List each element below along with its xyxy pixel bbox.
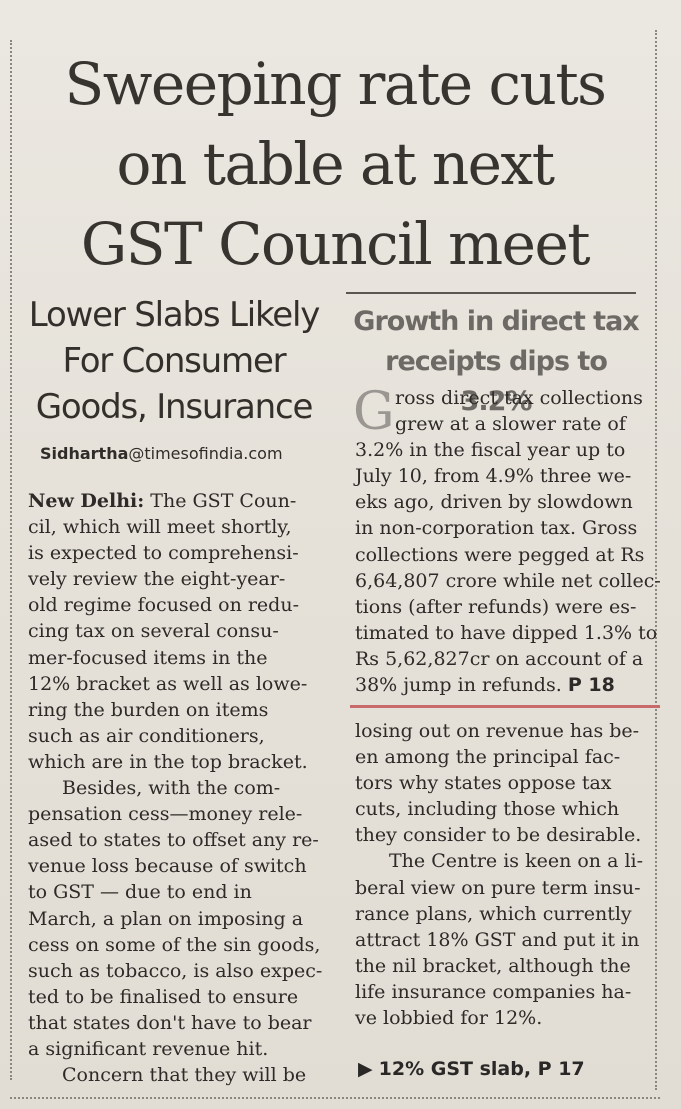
article-line: pensation cess—money rele- <box>28 803 303 826</box>
box-line: grew at a slower rate of <box>395 413 626 436</box>
box-headline: Growth in direct tax receipts dips to 3.… <box>346 302 646 422</box>
article-line: the nil bracket, although the <box>355 954 631 977</box>
article-column-right: losing out on revenue has be- en among t… <box>355 718 643 1031</box>
article-line: cing tax on several consu- <box>28 620 279 643</box>
box-line: eks ago, driven by slowdown <box>355 491 633 514</box>
article-column-left: New Delhi: The GST Coun- cil, which will… <box>28 488 322 1088</box>
article-line: ted to be finalised to ensure <box>28 985 299 1008</box>
box-line: Rs 5,62,827cr on account of a <box>355 647 644 670</box>
continued-jump-line: ▶ 12% GST slab, P 17 <box>358 1058 585 1080</box>
article-line: old regime focused on redu- <box>28 594 299 617</box>
dotted-cut-border-bottom <box>10 1097 660 1099</box>
play-arrow-icon: ▶ <box>358 1058 373 1080</box>
article-line: that states don't have to bear <box>28 1011 312 1034</box>
article-line: which are in the top bracket. <box>28 750 308 773</box>
article-line: 12% bracket as well as lowe- <box>28 672 308 695</box>
byline-domain: @timesofindia.com <box>128 444 283 463</box>
drop-cap: G <box>353 382 395 442</box>
subheadline: Lower Slabs Likely For Consumer Goods, I… <box>24 292 324 430</box>
subheadline-line: For Consumer <box>62 341 287 381</box>
article-line: rance plans, which currently <box>355 902 632 925</box>
article-line: venue loss because of switch <box>28 855 307 878</box>
byline-name: Sidhartha <box>40 444 129 463</box>
jump-text: 12% GST slab, P 17 <box>378 1058 585 1080</box>
headline-line: Sweeping rate cuts <box>64 50 607 118</box>
article-line: is expected to comprehensi- <box>28 542 299 565</box>
headline-line: GST Council meet <box>80 210 591 278</box>
article-line: vely review the eight-year- <box>28 568 286 591</box>
article-line: ased to states to offset any re- <box>28 829 319 852</box>
box-line: July 10, from 4.9% three we- <box>355 465 632 488</box>
article-line: en among the principal fac- <box>355 746 621 769</box>
article-line: losing out on revenue has be- <box>355 720 640 742</box>
article-line: cuts, including those which <box>355 798 620 821</box>
article-line: they consider to be desirable. <box>355 824 642 847</box>
box-headline-line: Growth in direct tax <box>353 306 639 337</box>
article-line: beral view on pure term insu- <box>355 876 641 899</box>
article-line: a significant revenue hit. <box>28 1037 269 1060</box>
box-line: 6,64,807 crore while net collec- <box>355 569 661 592</box>
box-line: timated to have dipped 1.3% to <box>355 621 658 644</box>
box-line: 3.2% in the fiscal year up to <box>355 439 626 462</box>
article-line: life insurance companies ha- <box>355 980 632 1003</box>
headline-line: on table at next <box>116 130 555 198</box>
article-line: cil, which will meet shortly, <box>28 516 292 539</box>
article-line: tors why states oppose tax <box>355 772 612 795</box>
headline: Sweeping rate cuts on table at next GST … <box>20 44 650 284</box>
box-headline-line: receipts dips to 3.2% <box>385 346 608 417</box>
box-article: ross direct tax collections grew at a sl… <box>355 385 661 698</box>
box-line: 38% jump in refunds. P 18 <box>355 674 615 697</box>
byline: Sidhartha@timesofindia.com <box>40 444 330 463</box>
article-line: attract 18% GST and put it in <box>355 928 640 951</box>
article-line: ring the burden on items <box>28 698 269 721</box>
box-line: ross direct tax collections <box>395 387 643 409</box>
article-line: ve lobbied for 12%. <box>355 1007 543 1030</box>
article-line: to GST — due to end in <box>28 881 252 904</box>
article-line: such as tobacco, is also expec- <box>28 959 323 982</box>
box-top-rule <box>346 292 636 294</box>
subheadline-line: Goods, Insurance <box>35 387 314 427</box>
subheadline-line: Lower Slabs Likely <box>28 295 321 335</box>
page-reference: P 18 <box>567 674 615 697</box>
box-line: collections were pegged at Rs <box>355 543 645 566</box>
article-line: New Delhi: The GST Coun- <box>28 490 297 512</box>
box-bottom-rule <box>350 705 660 708</box>
dotted-cut-border-right <box>655 30 657 1090</box>
article-line: Besides, with the com- <box>62 777 281 800</box>
dotted-cut-border-left <box>10 40 12 1080</box>
article-line: Concern that they will be <box>62 1064 307 1087</box>
article-line: March, a plan on imposing a <box>28 907 304 930</box>
box-line: in non-corporation tax. Gross <box>355 517 638 540</box>
article-line: cess on some of the sin goods, <box>28 933 321 956</box>
box-line: tions (after refunds) were es- <box>355 595 637 618</box>
article-line: mer-focused items in the <box>28 646 268 669</box>
article-line: The Centre is keen on a li- <box>389 850 644 873</box>
article-line: such as air conditioners, <box>28 724 265 747</box>
dateline: New Delhi: <box>28 490 145 512</box>
